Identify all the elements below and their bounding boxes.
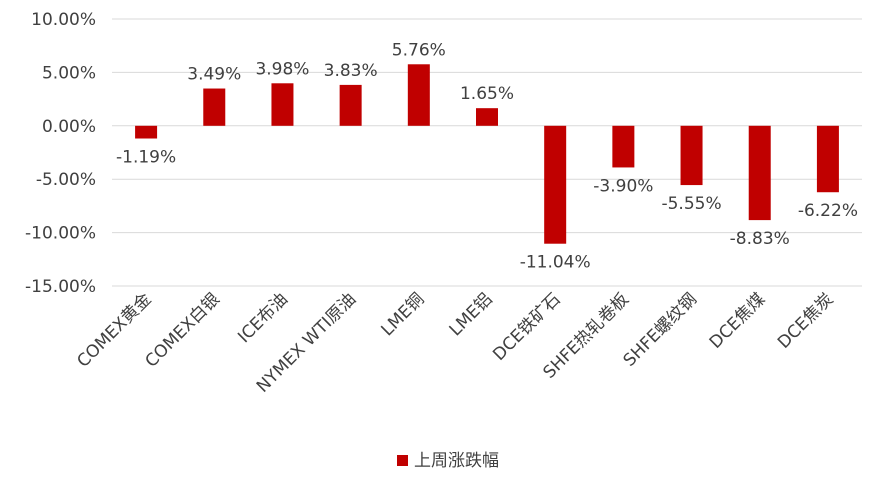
data-label: -11.04% xyxy=(520,253,591,273)
data-label: 3.49% xyxy=(187,65,241,85)
bar xyxy=(748,125,771,221)
x-tick-label: COMEX白银 xyxy=(142,289,224,371)
x-tick-label: SHFE螺纹钢 xyxy=(620,289,701,370)
legend: 上周涨跌幅 xyxy=(397,451,499,471)
data-label: -3.90% xyxy=(593,176,653,196)
y-tick-label: 10.00% xyxy=(31,10,96,30)
y-tick-label: -10.00% xyxy=(25,224,96,244)
data-label: -1.19% xyxy=(116,148,176,168)
bar xyxy=(476,108,498,126)
bar xyxy=(544,125,567,244)
y-axis-ticks: 10.00% 5.00% 0.00% -5.00% -10.00% -15.00% xyxy=(25,10,96,297)
x-tick-label: DCE焦炭 xyxy=(774,289,837,352)
bar xyxy=(407,64,430,126)
data-label: 5.76% xyxy=(392,40,446,60)
bars xyxy=(135,64,839,244)
legend-swatch xyxy=(397,455,408,466)
y-tick-label: 5.00% xyxy=(42,63,96,83)
data-label: 1.65% xyxy=(460,84,514,104)
bar xyxy=(612,125,635,168)
y-tick-label: 0.00% xyxy=(42,117,96,137)
legend-label: 上周涨跌幅 xyxy=(414,451,499,471)
data-label: -5.55% xyxy=(661,194,721,214)
bar xyxy=(271,83,294,126)
x-tick-label: LME铝 xyxy=(446,289,497,340)
bar xyxy=(203,88,226,126)
data-labels: -1.19% 3.49% 3.98% 3.83% 5.76% 1.65% -11.04% -3… xyxy=(116,40,858,272)
x-tick-label: ICE布油 xyxy=(234,289,292,347)
bar xyxy=(816,125,839,193)
data-label: 3.83% xyxy=(324,61,378,81)
bar xyxy=(339,84,362,126)
bar xyxy=(135,125,158,139)
bar xyxy=(680,125,703,186)
y-tick-label: -15.00% xyxy=(25,277,96,297)
data-label: -8.83% xyxy=(730,229,790,249)
x-tick-label: DCE焦煤 xyxy=(706,289,769,352)
y-tick-label: -5.00% xyxy=(36,170,96,190)
x-tick-label: LME铜 xyxy=(378,289,429,340)
data-label: 3.98% xyxy=(255,59,309,79)
data-label: -6.22% xyxy=(798,201,858,221)
